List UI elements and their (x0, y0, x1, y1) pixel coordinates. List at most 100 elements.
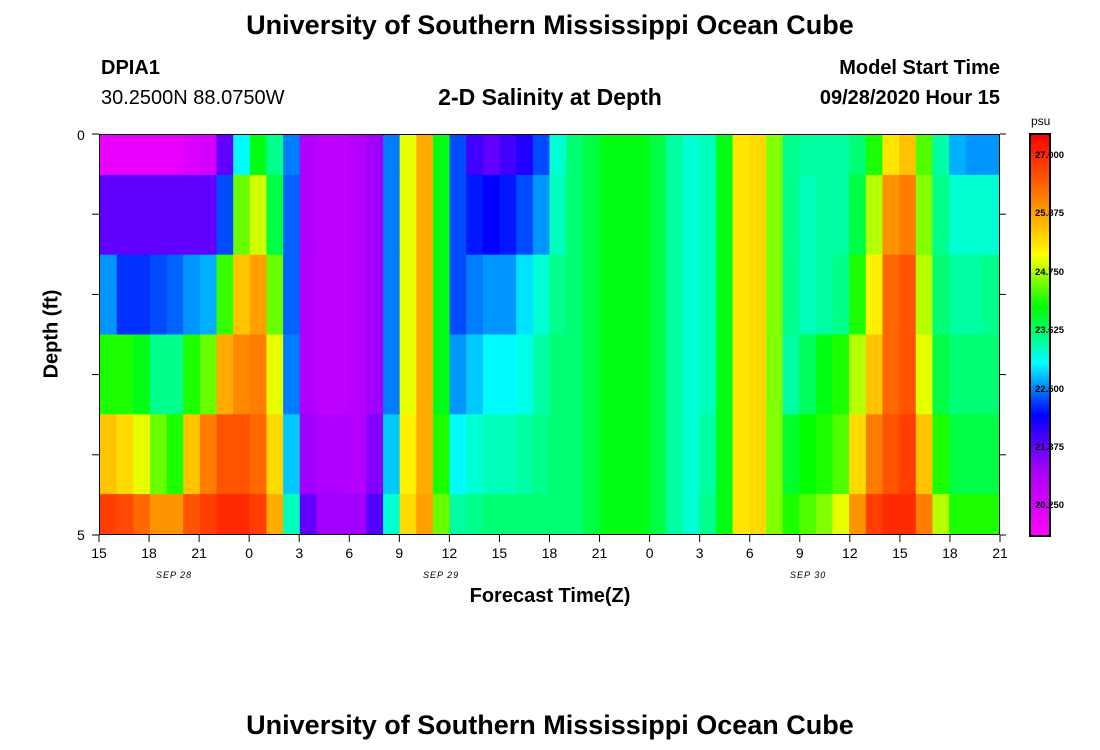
heatmap-cell (416, 494, 434, 534)
heatmap-cell (549, 494, 567, 534)
heatmap-cell (199, 135, 218, 176)
heatmap-cell (732, 254, 750, 336)
heatmap-cell (949, 334, 967, 415)
heatmap-cell (316, 414, 334, 495)
page-title: University of Southern Mississippi Ocean… (246, 10, 854, 40)
heatmap-cell (666, 494, 684, 534)
heatmap-cell (782, 334, 800, 415)
heatmap-cell (100, 494, 118, 534)
heatmap-cell (149, 334, 168, 415)
heatmap-cell (799, 414, 817, 495)
heatmap-cell (682, 334, 700, 415)
heatmap-cell (432, 135, 451, 176)
heatmap-cell (632, 414, 650, 495)
colorbar (1029, 133, 1051, 537)
heatmap-cell (599, 174, 617, 256)
heatmap-cell (832, 414, 850, 495)
heatmap-cell (100, 174, 118, 256)
x-tick-label: 18 (141, 545, 157, 561)
heatmap-cell (965, 174, 983, 256)
x-tick-label: 12 (441, 545, 458, 561)
heatmap-cell (899, 334, 917, 415)
colorbar-tick-label: 23.625 (1035, 325, 1065, 337)
date-label: SEP 30 (790, 570, 827, 580)
heatmap-cell (432, 334, 451, 415)
heatmap-cell (616, 334, 634, 415)
heatmap-cell (799, 334, 817, 415)
heatmap-cell (865, 174, 884, 256)
heatmap-cell (915, 494, 934, 534)
heatmap-cell (799, 174, 817, 256)
heatmap-cell (882, 414, 900, 495)
heatmap-cell (715, 414, 734, 495)
heatmap-cell (149, 494, 168, 534)
y-tick-0: 0 (77, 127, 85, 143)
heatmap-cell (982, 254, 999, 336)
heatmap-cell (782, 174, 800, 256)
heatmap-cell (599, 135, 617, 176)
heatmap-cell (399, 135, 417, 176)
heatmap-cell (199, 174, 218, 256)
heatmap-cell (516, 414, 534, 495)
heatmap-cell (399, 254, 417, 336)
x-tick-label: 15 (91, 545, 107, 561)
heatmap-cell (765, 254, 784, 336)
heatmap-cell (932, 334, 950, 415)
colorbar-unit: psu (1031, 114, 1051, 128)
heatmap-cell (882, 135, 900, 176)
heatmap-cell (782, 494, 800, 534)
heatmap-cell (649, 494, 667, 534)
heatmap-cell (183, 254, 201, 336)
heatmap-cell (749, 174, 767, 256)
heatmap-cell (366, 174, 384, 256)
heatmap-cell (965, 135, 983, 176)
heatmap-cell (666, 135, 684, 176)
heatmap-cell (715, 494, 734, 534)
colorbar-tick-label: 24.750 (1035, 266, 1065, 278)
x-tick-label: 6 (745, 545, 754, 561)
heatmap-cell (482, 414, 501, 495)
heatmap-cell (566, 135, 584, 176)
heatmap-cell (899, 414, 917, 495)
heatmap-cell (765, 135, 784, 176)
heatmap-cell (316, 174, 334, 256)
heatmap-cell (699, 135, 717, 176)
heatmap-cell (982, 414, 999, 495)
heatmap-cell (283, 174, 301, 256)
heatmap-cell (482, 135, 501, 176)
heatmap-cell (399, 494, 417, 534)
colorbar-tick-label: 22.500 (1035, 383, 1065, 395)
heatmap-cell (666, 254, 684, 336)
heatmap-cell (682, 494, 700, 534)
heatmap-cell (316, 494, 334, 534)
heatmap-cell (865, 254, 884, 336)
heatmap-cell (965, 334, 983, 415)
heatmap-cell (466, 334, 484, 415)
heatmap-cell (682, 174, 700, 256)
heatmap-cell (849, 414, 867, 495)
heatmap-cell (566, 174, 584, 256)
x-tick-label: 0 (645, 545, 654, 561)
chart-subtitle: 2-D Salinity at Depth (438, 84, 662, 110)
heatmap-cell (266, 174, 284, 256)
heatmap-cell (432, 174, 451, 256)
heatmap-cell (299, 334, 318, 415)
heatmap-cell (982, 174, 999, 256)
heatmap-cell (432, 494, 451, 534)
heatmap-cell (666, 334, 684, 415)
heatmap-cell (732, 135, 750, 176)
heatmap-cell (516, 135, 534, 176)
heatmap-cell (715, 174, 734, 256)
heatmap-cell (949, 135, 967, 176)
heatmap-cell (349, 494, 367, 534)
colorbar-tick-label: 20.250 (1035, 500, 1065, 512)
heatmap-cell (699, 494, 717, 534)
heatmap-cell (233, 135, 251, 176)
heatmap-cell (266, 135, 284, 176)
heatmap-cell (166, 334, 184, 415)
heatmap-cell (932, 135, 950, 176)
heatmap-cell (216, 174, 234, 256)
heatmap-cell (532, 174, 551, 256)
heatmap-cell (982, 494, 999, 534)
